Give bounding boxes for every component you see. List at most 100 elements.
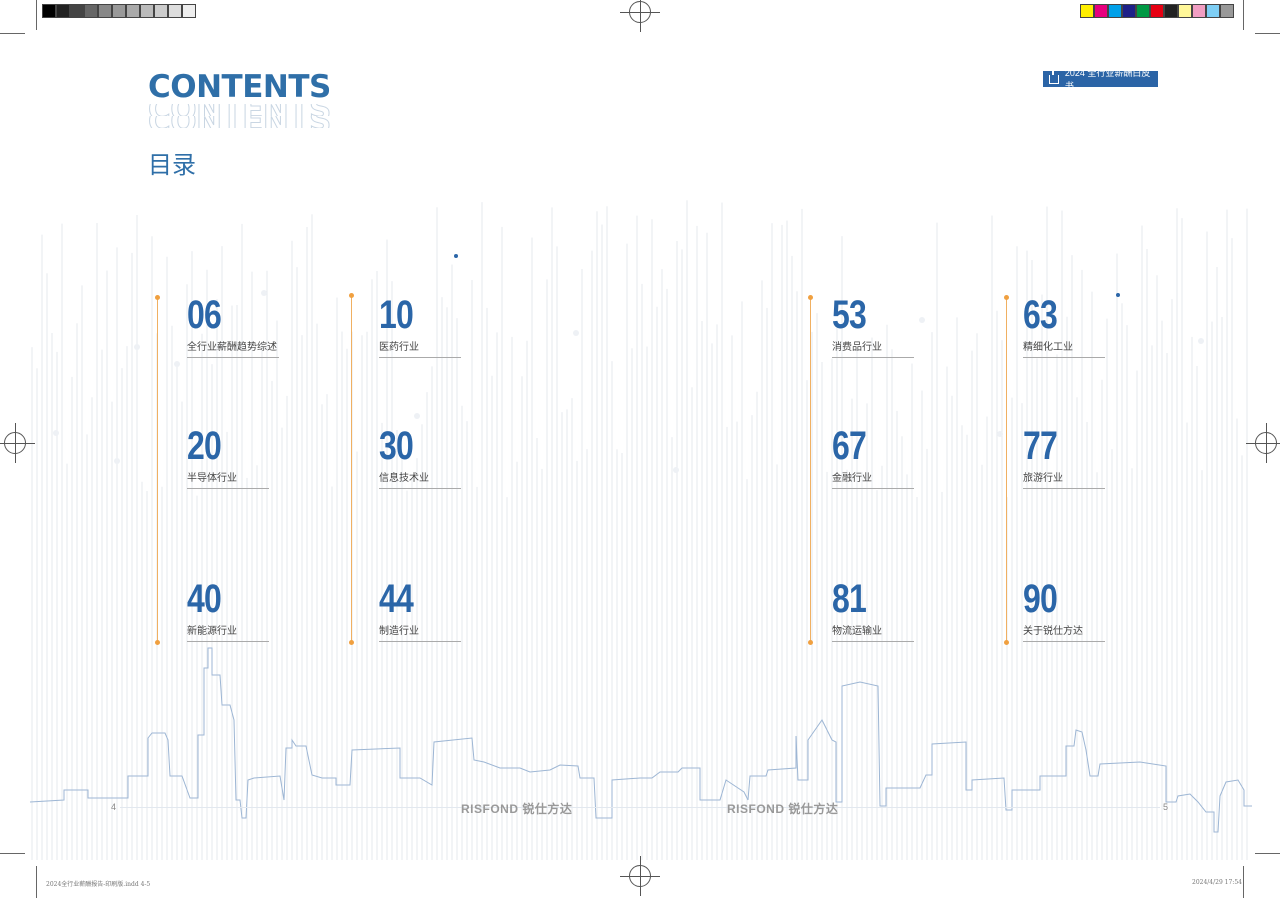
toc-item[interactable]: 06 全行业薪酬趋势综述 <box>187 293 279 358</box>
crop-mark <box>1255 853 1280 854</box>
decor-dot <box>134 344 140 350</box>
toc-page-number: 53 <box>832 293 867 337</box>
toc-guide-line <box>1004 295 1009 645</box>
color-swatch <box>1080 4 1094 18</box>
title-echo: CONTENTS <box>148 104 331 116</box>
color-swatch <box>1164 4 1178 18</box>
color-swatch <box>1192 4 1206 18</box>
toc-item[interactable]: 10 医药行业 <box>379 293 461 358</box>
decor-dot <box>414 413 420 419</box>
title-block: CONTENTS CONTENTS CONTENTS <box>148 70 331 128</box>
print-file-note: 2024全行业薪酬报告-印刷版.indd 4-5 <box>46 881 151 888</box>
page-subtitle: 目录 <box>148 152 196 179</box>
crop-mark <box>36 0 37 30</box>
decor-dot <box>997 431 1003 437</box>
color-swatch <box>1150 4 1164 18</box>
crop-mark <box>0 33 25 34</box>
toc-label: 半导体行业 <box>187 469 269 489</box>
guide-dot <box>808 295 813 300</box>
print-date-note: 2024/4/29 17:54 <box>1192 879 1242 886</box>
guide-dot <box>1004 640 1009 645</box>
skyline-right <box>747 681 1252 833</box>
toc-label: 信息技术业 <box>379 469 461 489</box>
color-swatch <box>1122 4 1136 18</box>
color-swatch-bar <box>1080 4 1234 18</box>
toc-guide-line <box>349 293 354 645</box>
toc-item[interactable]: 53 消费品行业 <box>832 293 914 358</box>
toc-page-number: 77 <box>1023 424 1058 468</box>
accent-dot <box>1116 293 1120 297</box>
toc-label: 全行业薪酬趋势综述 <box>187 338 279 358</box>
toc-page-number: 67 <box>832 424 867 468</box>
guide-dot <box>349 293 354 298</box>
toc-label: 精细化工业 <box>1023 338 1105 358</box>
accent-dot <box>454 254 458 258</box>
toc-label: 金融行业 <box>832 469 914 489</box>
registration-mark <box>0 423 35 463</box>
toc-label: 新能源行业 <box>187 622 269 642</box>
toc-item[interactable]: 67 金融行业 <box>832 424 914 489</box>
color-swatch <box>1136 4 1150 18</box>
color-swatch <box>1178 4 1192 18</box>
decor-dot <box>1198 338 1204 344</box>
decor-dot <box>53 430 59 436</box>
registration-mark <box>620 856 660 896</box>
crop-mark <box>0 853 25 854</box>
toc-label: 消费品行业 <box>832 338 914 358</box>
toc-page-number: 06 <box>187 293 222 337</box>
decor-dot <box>114 458 120 464</box>
toc-guide-line <box>808 295 813 645</box>
factory-icon <box>1049 70 1059 84</box>
toc-page-number: 44 <box>379 577 414 621</box>
toc-item[interactable]: 20 半导体行业 <box>187 424 269 489</box>
toc-item[interactable]: 44 制造行业 <box>379 577 461 642</box>
page-title: CONTENTS <box>148 69 331 105</box>
toc-item[interactable]: 77 旅游行业 <box>1023 424 1105 489</box>
brand-logo-right: RISFOND 锐仕方达 <box>727 802 839 816</box>
guide-dot <box>155 295 160 300</box>
guide-dot <box>1004 295 1009 300</box>
toc-page-number: 20 <box>187 424 222 468</box>
color-swatch <box>1108 4 1122 18</box>
decor-dot <box>174 361 180 367</box>
title-echo: CONTENTS <box>148 116 331 128</box>
crop-mark <box>1243 866 1244 898</box>
registration-mark <box>620 0 660 32</box>
crop-mark <box>36 866 37 898</box>
color-swatch <box>1220 4 1234 18</box>
toc-item[interactable]: 63 精细化工业 <box>1023 295 1105 358</box>
crop-mark <box>1243 0 1244 30</box>
toc-label: 制造行业 <box>379 622 461 642</box>
toc-item[interactable]: 81 物流运输业 <box>832 577 914 642</box>
page-number-right: 5 <box>1163 802 1169 812</box>
guide-dot <box>808 640 813 645</box>
toc-item[interactable]: 40 新能源行业 <box>187 577 269 642</box>
crop-mark <box>1255 33 1280 34</box>
page-number-left: 4 <box>111 802 117 812</box>
toc-page-number: 40 <box>187 577 222 621</box>
toc-item[interactable]: 90 关于锐仕方达 <box>1023 577 1105 642</box>
decor-dot <box>573 330 579 336</box>
toc-page-number: 30 <box>379 424 414 468</box>
toc-label: 旅游行业 <box>1023 469 1105 489</box>
brand-logo-left: RISFOND 锐仕方达 <box>461 802 573 816</box>
decor-dot <box>261 290 267 296</box>
guide-dot <box>349 640 354 645</box>
decor-dot <box>919 317 925 323</box>
toc-label: 物流运输业 <box>832 622 914 642</box>
registration-mark <box>1246 423 1280 463</box>
toc-page-number: 81 <box>832 577 867 621</box>
toc-page-number: 10 <box>379 293 414 337</box>
guide-dot <box>155 640 160 645</box>
toc-label: 医药行业 <box>379 338 461 358</box>
color-swatch <box>1206 4 1220 18</box>
toc-item[interactable]: 30 信息技术业 <box>379 424 461 489</box>
skyline-left <box>29 647 749 819</box>
footer-rule <box>120 807 1160 808</box>
toc-guide-line <box>155 295 160 645</box>
toc-page-number: 90 <box>1023 577 1058 621</box>
toc-label: 关于锐仕方达 <box>1023 622 1105 642</box>
badge-label: 2024 全行业薪酬白皮书 <box>1064 68 1151 91</box>
grayscale-bar <box>42 4 196 18</box>
